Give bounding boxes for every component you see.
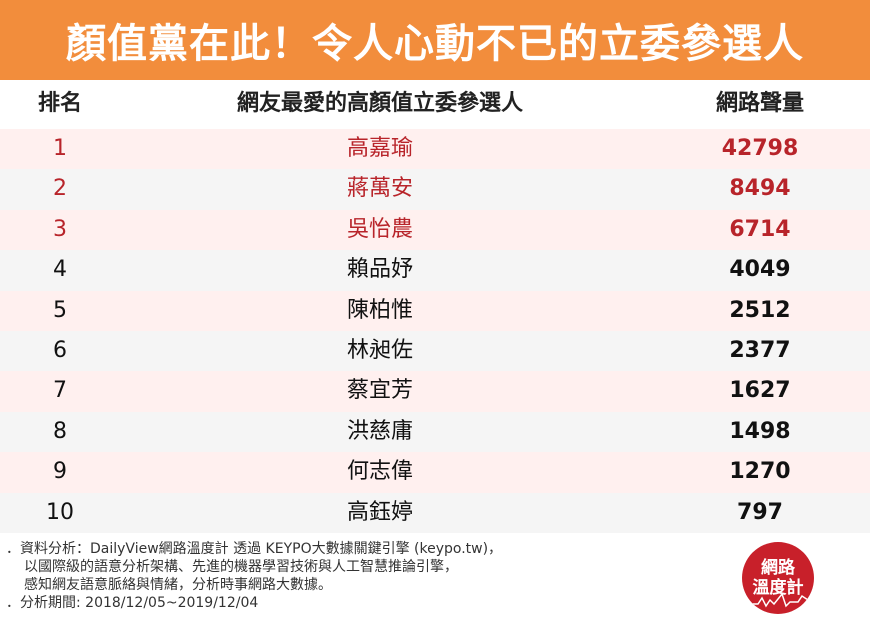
table-row: 7 蔡宜芳 1627 — [0, 371, 870, 412]
rank-cell: 4 — [53, 257, 67, 283]
rank-cell: 3 — [53, 216, 67, 242]
rank-cell: 8 — [53, 418, 67, 444]
rank-cell: 6 — [53, 337, 67, 363]
table-row: 8 洪慈庸 1498 — [0, 411, 870, 453]
volume-cell: 6714 — [729, 216, 791, 242]
dailyview-logo: 網路 溫度計 — [742, 542, 814, 614]
name-cell: 高嘉瑜 — [346, 136, 413, 161]
rank-cell: 1 — [53, 136, 67, 161]
name-cell: 洪慈庸 — [346, 418, 413, 444]
page-title: 顏值黨在此！令人心動不已的立委參選人 — [0, 0, 870, 80]
name-cell: 陳柏惟 — [346, 297, 413, 323]
name-cell: 蔣萬安 — [346, 176, 413, 202]
volume-cell: 4049 — [729, 257, 791, 283]
footnote-line: ．資料分析：DailyView網路溫度計 透過 KEYPO大數據關鍵引擎 (ke… — [6, 541, 503, 557]
table-row: 10 高鈺婷 797 — [0, 492, 870, 533]
table-row: 3 吳怡農 6714 — [0, 209, 870, 251]
pulse-line-icon — [748, 592, 809, 608]
footnote: ．資料分析：DailyView網路溫度計 透過 KEYPO大數據關鍵引擎 (ke… — [6, 540, 706, 612]
volume-cell: 42798 — [721, 136, 799, 161]
rank-cell: 9 — [53, 459, 67, 485]
volume-cell: 8494 — [729, 176, 791, 202]
table-row: 4 賴品妤 4049 — [0, 250, 870, 291]
logo-line1: 網路 — [761, 558, 795, 578]
name-cell: 林昶佐 — [346, 337, 413, 363]
header-volume: 網路聲量 — [715, 91, 804, 116]
name-cell: 蔡宜芳 — [346, 378, 413, 404]
header-name: 網友最愛的高顏值立委參選人 — [236, 91, 523, 116]
rank-cell: 5 — [53, 297, 67, 323]
volume-cell: 2512 — [729, 297, 791, 323]
volume-cell: 1498 — [729, 418, 791, 444]
logo-line2: 溫度計 — [752, 578, 804, 598]
volume-cell: 1627 — [729, 378, 791, 404]
table-row: 9 何志偉 1270 — [0, 452, 870, 493]
table-row: 5 陳柏惟 2512 — [0, 290, 870, 331]
table-header: 排名 網友最愛的高顏值立委參選人 網路聲量 — [0, 80, 870, 128]
header-rank: 排名 — [37, 91, 82, 116]
volume-cell: 2377 — [729, 337, 791, 363]
footnote-period: ．分析期間: 2018/12/05~2019/12/04 — [6, 595, 259, 611]
ranking-table: 1 高嘉瑜 42798 2 蔣萬安 8494 3 吳怡農 6714 4 賴品妤 … — [0, 129, 870, 533]
volume-cell: 1270 — [729, 459, 791, 485]
rank-cell: 10 — [46, 499, 74, 525]
name-cell: 高鈺婷 — [346, 499, 413, 525]
name-cell: 賴品妤 — [346, 257, 413, 283]
volume-cell: 797 — [737, 499, 783, 525]
table-row: 6 林昶佐 2377 — [0, 330, 870, 372]
footnote-line: 感知網友語意脈絡與情緒，分析時事網路大數據。 — [24, 577, 332, 593]
table-row: 1 高嘉瑜 42798 — [0, 129, 870, 170]
name-cell: 吳怡農 — [346, 216, 413, 242]
rank-cell: 7 — [53, 378, 67, 404]
table-row: 2 蔣萬安 8494 — [0, 169, 870, 210]
rank-cell: 2 — [53, 176, 67, 202]
name-cell: 何志偉 — [346, 459, 413, 485]
footnote-line: 以國際級的語意分析架構、先進的機器學習技術與人工智慧推論引擎， — [24, 559, 458, 575]
